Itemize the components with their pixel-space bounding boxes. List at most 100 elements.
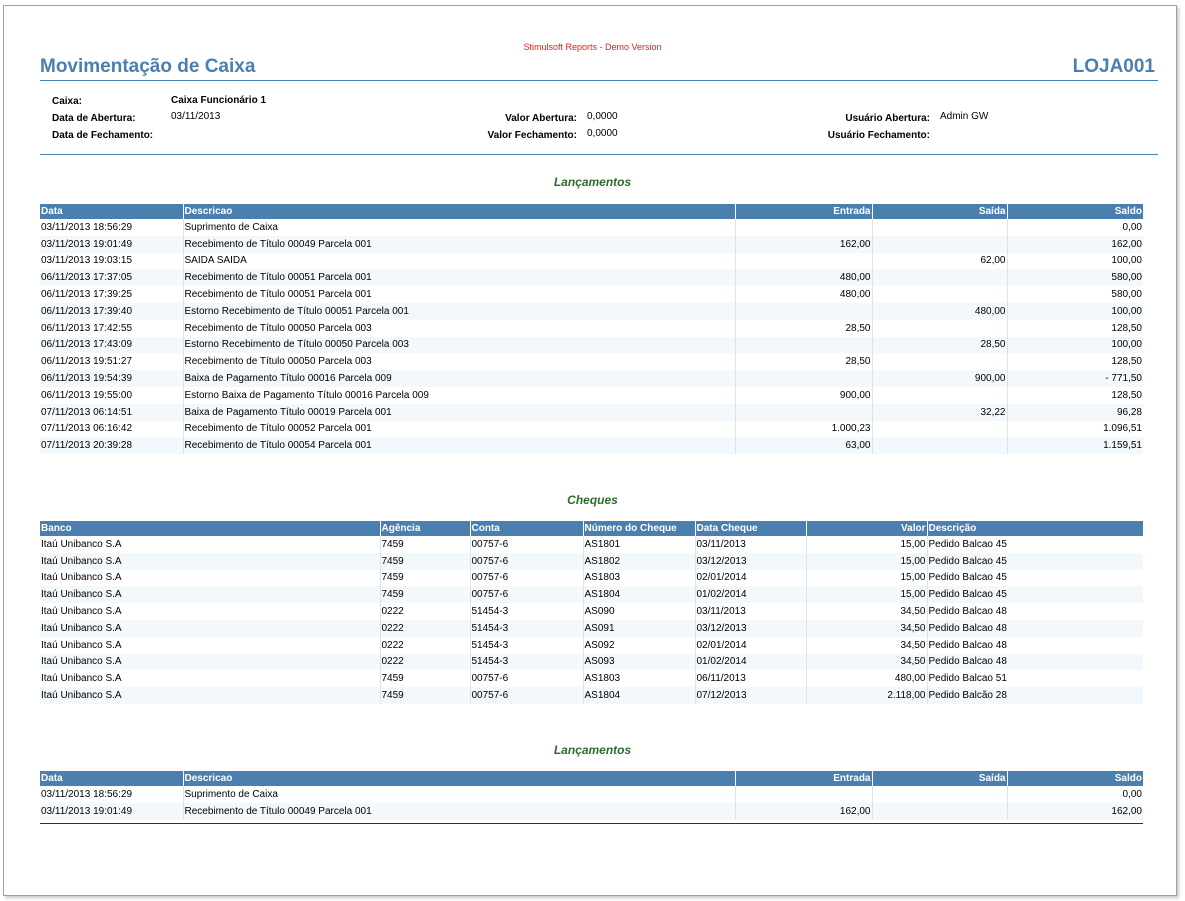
table-cell: 06/11/2013 17:39:25 — [40, 286, 184, 303]
lancamentos2-title: Lançamentos — [553, 743, 632, 757]
lancamento-row: 06/11/2013 17:37:05 Recebimento de Título… — [40, 269, 1143, 287]
table-cell: 480,00 — [806, 670, 928, 688]
table-cell: 51454-3 — [470, 619, 584, 637]
table-cell: 06/11/2013 19:55:00 — [40, 386, 184, 404]
lancamento-row: 03/11/2013 19:01:49 Recebimento de Título… — [40, 802, 1143, 820]
lancamento-row: 06/11/2013 17:39:40 Estorno Recebimento d… — [40, 302, 1143, 320]
cheque-row: Itaú Unibanco S.A 7459 00757-6 AS1802 03/12/… — [40, 552, 1143, 570]
table-cell: 03/11/2013 19:01:49 — [40, 802, 184, 820]
table-cell: 128,50 — [1111, 356, 1142, 368]
cheque-row: Itaú Unibanco S.A 7459 00757-6 AS1804 01/02/… — [40, 586, 1143, 604]
table-cell: 51454-3 — [470, 636, 584, 654]
table-cell: 7459 — [380, 552, 471, 570]
table-cell: AS1802 — [583, 552, 696, 570]
title-divider — [40, 80, 1158, 81]
lancamentos2-header-row: Data Descricao Entrada Saída Saldo — [40, 771, 1143, 786]
report-end-line — [40, 823, 1143, 824]
table-cell: 03/11/2013 18:56:29 — [40, 786, 184, 803]
table-cell: Recebimento de Título 00054 Parcela 001 — [183, 437, 736, 455]
table-cell: 162,00 — [1007, 802, 1143, 820]
cheque-row: Itaú Unibanco S.A 0222 51454-3 AS093 01/02/2… — [40, 653, 1143, 671]
table-cell: Pedido Balcao 45 — [928, 572, 1007, 584]
lancamento-row: 07/11/2013 06:16:42 Recebimento de Título… — [40, 420, 1143, 438]
table-cell: Baixa de Pagamento Título 00019 Parcela … — [183, 403, 736, 421]
table-cell: 15,00 — [806, 569, 928, 587]
table-cell: 03/12/2013 — [695, 619, 807, 637]
table-cell: 34,50 — [806, 636, 928, 654]
cheques-header-row: Banco Agência Conta Número do Cheque Dat… — [40, 521, 1143, 536]
table-cell: 100,00 — [1007, 302, 1143, 320]
table-cell: 02/01/2014 — [695, 569, 807, 587]
table-cell: 06/11/2013 19:51:27 — [40, 353, 184, 371]
table-cell: 32,22 — [872, 403, 1008, 421]
lancamento-row: 06/11/2013 17:42:55 Recebimento de Título… — [40, 319, 1143, 337]
table-cell: 162,00 — [1007, 235, 1143, 253]
caixa-label: Caixa: — [52, 96, 83, 107]
table-cell: 162,00 — [735, 235, 873, 253]
table-cell — [872, 235, 1008, 253]
data-abertura-value: 03/11/2013 — [171, 111, 221, 122]
table-cell: 7459 — [380, 536, 471, 553]
table-cell: 480,00 — [735, 286, 873, 303]
table-cell: 01/02/2014 — [695, 586, 807, 604]
info-divider — [40, 154, 1158, 155]
table-cell: 1.000,23 — [735, 420, 873, 438]
table-cell: SAIDA SAIDA — [183, 252, 736, 270]
table-cell: 28,50 — [735, 319, 873, 337]
table-cell — [735, 302, 873, 320]
table-cell — [872, 319, 1008, 337]
table-cell — [735, 252, 873, 270]
table-cell: 0222 — [380, 619, 471, 637]
table-cell: 63,00 — [735, 437, 873, 455]
valor-abertura-label: Valor Abertura: — [505, 113, 577, 124]
table-cell: 51454-3 — [470, 653, 584, 671]
table-cell: 580,00 — [1007, 269, 1143, 287]
table-cell: 02/01/2014 — [695, 636, 807, 654]
cheque-row: Itaú Unibanco S.A 7459 00757-6 AS1801 03/11/… — [40, 536, 1143, 553]
table-cell: 7459 — [380, 569, 471, 587]
table-cell: 07/11/2013 06:16:42 — [40, 420, 184, 438]
data-fechamento-label: Data de Fechamento: — [52, 130, 154, 141]
lancamento-row: 03/11/2013 18:56:29 Suprimento de Caixa 0,… — [40, 219, 1143, 236]
table-cell: 03/11/2013 19:01:49 — [40, 235, 184, 253]
col-descricao-cheque-header: Descrição — [927, 521, 1143, 536]
lancamento-row: 07/11/2013 20:39:28 Recebimento de Título… — [40, 437, 1143, 455]
lancamentos-title: Lançamentos — [553, 175, 632, 189]
table-cell: Itaú Unibanco S.A — [40, 670, 381, 688]
table-cell: Itaú Unibanco S.A — [40, 687, 381, 704]
table-cell: 480,00 — [872, 302, 1008, 320]
table-cell: Recebimento de Título 00051 Parcela 001 — [183, 269, 736, 287]
table-cell: Recebimento de Título 00052 Parcela 001 — [183, 420, 736, 438]
table-cell: 34,50 — [806, 603, 928, 620]
table-cell: Pedido Balcao 48 — [927, 619, 1143, 637]
col-descricao-header: Descricao — [183, 771, 736, 786]
table-cell: Pedido Balcao 48 — [928, 606, 1007, 618]
table-cell — [872, 353, 1008, 371]
table-cell — [872, 437, 1008, 455]
table-cell: AS090 — [583, 603, 696, 620]
table-cell: 100,00 — [1007, 336, 1143, 354]
col-saida-header: Saída — [872, 771, 1008, 786]
table-cell: 06/11/2013 17:37:05 — [40, 269, 184, 287]
report-title: Movimentação de Caixa — [40, 56, 256, 77]
table-cell: Pedido Balcao 45 — [927, 586, 1143, 604]
table-cell: Baixa de Pagamento Título 00016 Parcela … — [183, 370, 736, 387]
table-cell: 07/12/2013 — [695, 687, 807, 704]
table-cell: 00757-6 — [470, 687, 584, 704]
table-cell: Pedido Balcao 48 — [928, 639, 1007, 651]
col-data-cheque-header: Data Cheque — [695, 521, 807, 536]
table-cell: 900,00 — [735, 386, 873, 404]
table-cell: Estorno Baixa de Pagamento Título 00016 … — [183, 386, 736, 404]
table-cell: AS093 — [583, 653, 696, 671]
valor-fechamento-value: 0,0000 — [587, 128, 618, 139]
table-cell: 0222 — [380, 653, 471, 671]
lancamentos-table: Data Descricao Entrada Saída Saldo 03/11… — [40, 204, 1143, 455]
table-cell: 34,50 — [806, 619, 928, 637]
table-cell: Suprimento de Caixa — [183, 219, 736, 236]
table-cell: 51454-3 — [470, 603, 584, 620]
table-cell: Recebimento de Título 00050 Parcela 003 — [183, 353, 736, 371]
table-cell: 7459 — [380, 670, 471, 688]
table-cell: Pedido Balcao 51 — [928, 673, 1007, 685]
table-cell — [872, 420, 1008, 438]
cheque-row: Itaú Unibanco S.A 0222 51454-3 AS092 02/01/2… — [40, 636, 1143, 654]
